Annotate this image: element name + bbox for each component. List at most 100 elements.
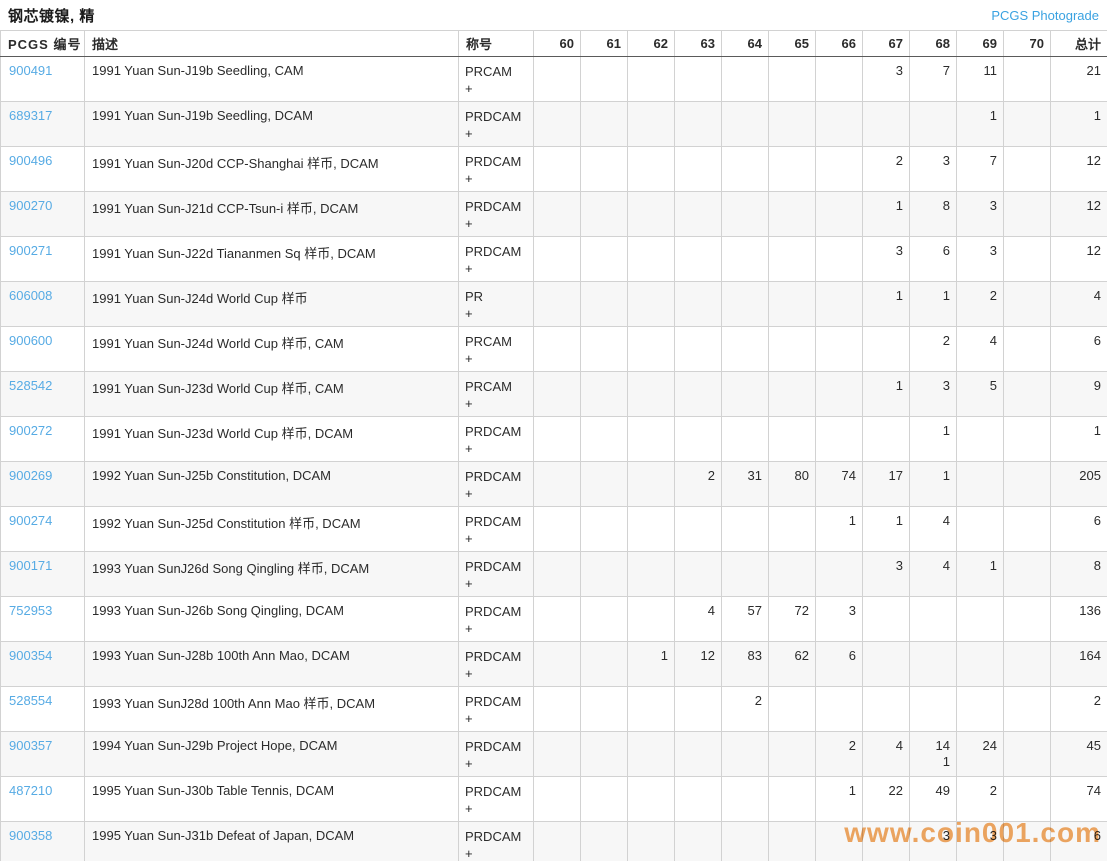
- pcgs-number-cell: 900274: [0, 506, 85, 552]
- pcgs-number-link[interactable]: 900270: [9, 198, 53, 213]
- designation-plus: +: [465, 81, 473, 96]
- total-count: 2: [1050, 686, 1107, 732]
- designation-label: PRDCAM: [465, 514, 522, 529]
- grade-count-67: 17: [862, 461, 910, 507]
- total-count: 164: [1050, 641, 1107, 687]
- column-header-grade-63: 63: [674, 30, 722, 57]
- pcgs-number-link[interactable]: 900358: [9, 828, 53, 843]
- grade-count-70: [1003, 146, 1051, 192]
- grade-count-69: [956, 461, 1004, 507]
- designation-cell: PRCAM +: [458, 371, 534, 417]
- pcgs-number-link[interactable]: 900272: [9, 423, 53, 438]
- grade-count-61: [580, 236, 628, 282]
- designation-label: PRDCAM: [465, 694, 522, 709]
- grade-count-66: 6: [815, 641, 863, 687]
- pcgs-number-cell: 900358: [0, 821, 85, 861]
- total-count: 8: [1050, 551, 1107, 597]
- coin-description: 1993 Yuan SunJ26d Song Qingling 样币, DCAM: [84, 551, 459, 597]
- grade-count-69: [956, 416, 1004, 462]
- designation-plus: +: [465, 351, 473, 366]
- pcgs-photograde-link[interactable]: PCGS Photograde: [991, 7, 1099, 23]
- grade-count-65: [768, 731, 816, 777]
- table-row: 900357 1994 Yuan Sun-J29b Project Hope, D…: [0, 731, 1107, 777]
- grade-count-64: [721, 191, 769, 237]
- grade-count-61: [580, 551, 628, 597]
- pcgs-number-link[interactable]: 487210: [9, 783, 53, 798]
- grade-count-64: [721, 326, 769, 372]
- population-table: PCGS 编号 描述 称号 60 61 62 63 64 65 66 67 68 69 70 总计 9004…: [0, 30, 1107, 861]
- grade-count-62: [627, 776, 675, 822]
- grade-count-66: [815, 281, 863, 327]
- grade-count-66: [815, 326, 863, 372]
- grade-count-66: 1: [815, 776, 863, 822]
- pcgs-number-link[interactable]: 606008: [9, 288, 53, 303]
- grade-count-70: [1003, 191, 1051, 237]
- grade-count-60: [533, 191, 581, 237]
- column-header-grade-67: 67: [862, 30, 910, 57]
- designation-plus: +: [465, 846, 473, 861]
- grade-count-67: [862, 821, 910, 861]
- coin-description: 1993 Yuan Sun-J26b Song Qingling, DCAM: [84, 596, 459, 642]
- table-row: 900274 1992 Yuan Sun-J25d Constitution 样币…: [0, 506, 1107, 552]
- grade-count-67: [862, 101, 910, 147]
- coin-description: 1994 Yuan Sun-J29b Project Hope, DCAM: [84, 731, 459, 777]
- column-header-grade-62: 62: [627, 30, 675, 57]
- table-header-row: PCGS 编号 描述 称号 60 61 62 63 64 65 66 67 68 69 70 总计: [0, 30, 1107, 57]
- grade-count-64: 31: [721, 461, 769, 507]
- designation-plus: +: [465, 801, 473, 816]
- grade-count-66: 74: [815, 461, 863, 507]
- pcgs-number-link[interactable]: 528542: [9, 378, 53, 393]
- grade-count-68: 1: [909, 416, 957, 462]
- grade-count-67: 3: [862, 56, 910, 102]
- pcgs-number-link[interactable]: 689317: [9, 108, 53, 123]
- grade-count-64: [721, 371, 769, 417]
- grade-count-69: 2: [956, 776, 1004, 822]
- grade-count-70: [1003, 56, 1051, 102]
- pcgs-number-link[interactable]: 900271: [9, 243, 53, 258]
- pcgs-number-link[interactable]: 900354: [9, 648, 53, 663]
- grade-count-67: 1: [862, 371, 910, 417]
- pcgs-number-link[interactable]: 900171: [9, 558, 53, 573]
- grade-count-70: [1003, 371, 1051, 417]
- grade-count-63: [674, 776, 722, 822]
- coin-description: 1991 Yuan Sun-J23d World Cup 样币, DCAM: [84, 416, 459, 462]
- designation-label: PRDCAM: [465, 244, 522, 259]
- pcgs-number-link[interactable]: 900269: [9, 468, 53, 483]
- designation-label: PR: [465, 289, 484, 304]
- grade-count-65: [768, 101, 816, 147]
- designation-cell: PR +: [458, 281, 534, 327]
- grade-count-61: [580, 641, 628, 687]
- grade-count-68: 4: [909, 506, 957, 552]
- pcgs-number-link[interactable]: 900357: [9, 738, 53, 753]
- pcgs-number-link[interactable]: 900496: [9, 153, 53, 168]
- coin-description: 1992 Yuan Sun-J25b Constitution, DCAM: [84, 461, 459, 507]
- pcgs-number-cell: 752953: [0, 596, 85, 642]
- grade-count-67: [862, 326, 910, 372]
- table-row: 900269 1992 Yuan Sun-J25b Constitution, D…: [0, 461, 1107, 507]
- coin-description: 1995 Yuan Sun-J31b Defeat of Japan, DCAM: [84, 821, 459, 861]
- grade-count-68: [909, 686, 957, 732]
- grade-count-60: [533, 506, 581, 552]
- total-count: 6: [1050, 821, 1107, 861]
- grade-count-63: [674, 326, 722, 372]
- pcgs-number-link[interactable]: 900600: [9, 333, 53, 348]
- grade-count-60: [533, 731, 581, 777]
- pcgs-number-link[interactable]: 528554: [9, 693, 53, 708]
- pcgs-number-link[interactable]: 900491: [9, 63, 53, 78]
- grade-count-62: [627, 371, 675, 417]
- designation-cell: PRDCAM +: [458, 461, 534, 507]
- grade-count-62: [627, 551, 675, 597]
- grade-count-64: [721, 416, 769, 462]
- grade-count-62: [627, 596, 675, 642]
- grade-count-65: [768, 506, 816, 552]
- designation-plus: +: [465, 171, 473, 186]
- grade-count-70: [1003, 101, 1051, 147]
- table-row: 900171 1993 Yuan SunJ26d Song Qingling 样币…: [0, 551, 1107, 597]
- pcgs-number-link[interactable]: 900274: [9, 513, 53, 528]
- grade-count-68: 8: [909, 191, 957, 237]
- table-row: 606008 1991 Yuan Sun-J24d World Cup 样币 PR +…: [0, 281, 1107, 327]
- grade-count-69: 4: [956, 326, 1004, 372]
- designation-plus: +: [465, 126, 473, 141]
- pcgs-number-cell: 900354: [0, 641, 85, 687]
- pcgs-number-link[interactable]: 752953: [9, 603, 53, 618]
